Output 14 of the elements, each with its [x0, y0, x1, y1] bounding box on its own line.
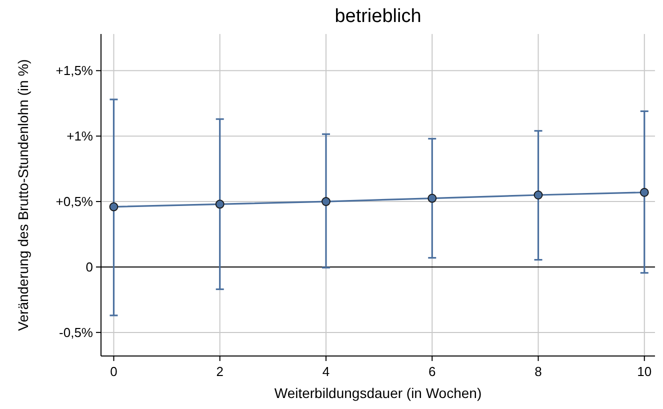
- x-axis-title: Weiterbildungsdauer (in Wochen): [274, 385, 482, 401]
- x-tick-label: 6: [428, 364, 436, 379]
- y-tick-label: +0,5%: [56, 194, 94, 210]
- x-tick-label: 0: [110, 364, 118, 379]
- chart-title: betrieblich: [334, 6, 422, 27]
- y-tick-label: 0: [86, 260, 93, 275]
- y-tick-label: -0,5%: [59, 324, 94, 340]
- x-tick-label: 10: [637, 364, 652, 379]
- x-tick-label: 2: [216, 364, 224, 379]
- x-tick-label: 4: [322, 364, 330, 379]
- y-tick-label: +1%: [66, 128, 94, 144]
- y-tick-label: +1,5%: [56, 63, 94, 78]
- x-tick-label: 8: [534, 364, 542, 379]
- y-axis-title: Veränderung des Brutto-Stundenlohn (in %): [15, 59, 31, 331]
